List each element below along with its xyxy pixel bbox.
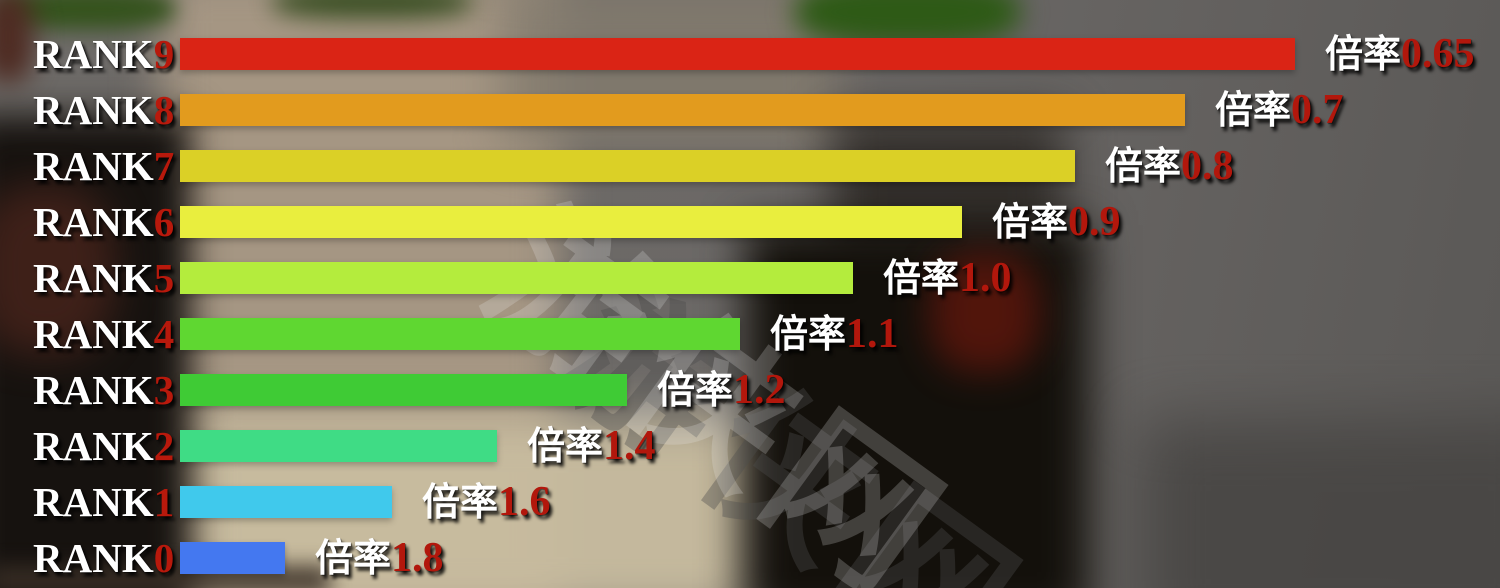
chart-row: RANK5 倍率1.0 [0,250,1500,306]
chart-row: RANK0 倍率1.8 [0,530,1500,586]
rank-label-text: RANK [33,86,154,133]
multiplier-label: 倍率0.7 [1215,89,1344,131]
rank-bar [180,318,740,350]
rank-label-text: RANK [33,366,154,413]
background-blob [272,0,472,18]
multiplier-value: 1.2 [733,367,786,413]
rank-multiplier-chart: RANK9 倍率0.65 RANK8 倍率0.7 RANK7 倍率0.8 RAN… [0,26,1500,586]
multiplier-value: 1.6 [498,479,551,525]
rank-label: RANK2 [33,422,180,469]
multiplier-value: 1.1 [846,311,899,357]
multiplier-text: 倍率 [1325,34,1402,76]
multiplier-label: 倍率0.8 [1105,145,1234,187]
rank-number: 8 [153,86,175,133]
rank-bar [180,430,497,462]
chart-row: RANK6 倍率0.9 [0,194,1500,250]
multiplier-value: 0.8 [1181,143,1234,189]
rank-number: 5 [153,254,175,301]
rank-label: RANK6 [33,198,180,245]
background-blob [930,252,1040,372]
rank-bar [180,150,1075,182]
rank-bar [180,94,1185,126]
rank-bar [180,374,627,406]
rank-number: 7 [153,142,175,189]
chart-row: RANK9 倍率0.65 [0,26,1500,82]
multiplier-text: 倍率 [527,426,604,468]
chart-row: RANK2 倍率1.4 [0,418,1500,474]
rank-label-text: RANK [33,422,154,469]
multiplier-value: 1.4 [603,423,656,469]
background-blob [1140,420,1500,588]
multiplier-value: 0.65 [1401,31,1475,77]
rank-label: RANK9 [33,30,180,77]
rank-label: RANK5 [33,254,180,301]
multiplier-text: 倍率 [1105,146,1182,188]
multiplier-text: 倍率 [1215,90,1292,132]
rank-number: 6 [153,198,175,245]
rank-number: 1 [153,478,175,525]
multiplier-label: 倍率0.65 [1325,33,1475,75]
multiplier-text: 倍率 [992,202,1069,244]
multiplier-label: 倍率1.4 [527,425,656,467]
rank-bar [180,486,392,518]
rank-label: RANK4 [33,310,180,357]
rank-bar [180,542,285,574]
rank-bar [180,38,1295,70]
rank-number: 9 [153,30,175,77]
multiplier-label: 倍率1.8 [315,537,444,579]
rank-label: RANK8 [33,86,180,133]
background-blob [0,185,115,355]
rank-number: 2 [153,422,175,469]
rank-label-text: RANK [33,30,154,77]
multiplier-value: 1.8 [391,535,444,581]
multiplier-text: 倍率 [315,538,392,580]
rank-label: RANK1 [33,478,180,525]
rank-label-text: RANK [33,534,154,581]
multiplier-label: 倍率0.9 [992,201,1121,243]
rank-number: 3 [153,366,175,413]
multiplier-text: 倍率 [422,482,499,524]
rank-label: RANK3 [33,366,180,413]
chart-row: RANK1 倍率1.6 [0,474,1500,530]
rank-label: RANK7 [33,142,180,189]
rank-label-text: RANK [33,198,154,245]
rank-label-text: RANK [33,254,154,301]
multiplier-value: 0.7 [1291,87,1344,133]
rank-bar [180,206,962,238]
rank-label-text: RANK [33,310,154,357]
multiplier-label: 倍率1.2 [657,369,786,411]
chart-row: RANK4 倍率1.1 [0,306,1500,362]
multiplier-text: 倍率 [883,258,960,300]
multiplier-label: 倍率1.0 [883,257,1012,299]
multiplier-text: 倍率 [770,314,847,356]
rank-bar [180,262,853,294]
multiplier-value: 0.9 [1068,199,1121,245]
rank-number: 4 [153,310,175,357]
multiplier-label: 倍率1.6 [422,481,551,523]
chart-row: RANK7 倍率0.8 [0,138,1500,194]
chart-row: RANK8 倍率0.7 [0,82,1500,138]
chart-row: RANK3 倍率1.2 [0,362,1500,418]
multiplier-label: 倍率1.1 [770,313,899,355]
multiplier-text: 倍率 [657,370,734,412]
multiplier-value: 1.0 [959,255,1012,301]
rank-number: 0 [153,534,175,581]
rank-label-text: RANK [33,142,154,189]
background-blob [0,0,34,83]
rank-label-text: RANK [33,478,154,525]
rank-label: RANK0 [33,534,180,581]
